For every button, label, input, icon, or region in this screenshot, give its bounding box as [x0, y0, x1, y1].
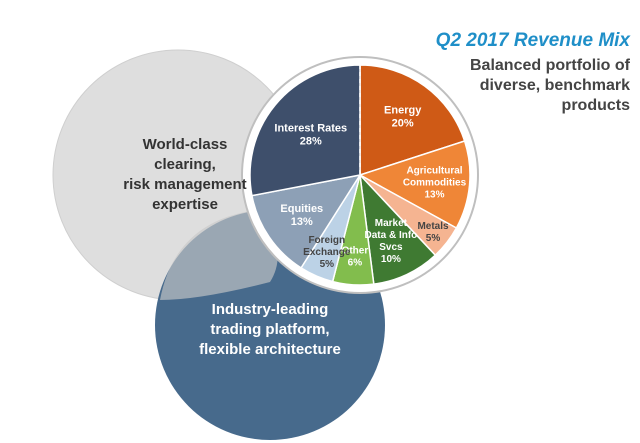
trading-label-line: Industry-leading	[211, 301, 329, 318]
subtitle-line: Balanced portfolio of	[470, 57, 630, 74]
pie-slice-value: 13%	[424, 190, 444, 201]
pie-slice-label: Other 6%	[342, 246, 369, 269]
pie-slice-label: Interest Rates 28%	[274, 123, 347, 148]
pie-slice-value: 5%	[426, 233, 441, 244]
clearing-label-line: expertise	[152, 196, 218, 213]
pie-slice-name: Interest Rates	[274, 123, 347, 135]
chart-title: Q2 2017 Revenue Mix	[435, 30, 630, 51]
pie-slice-name: Market	[375, 218, 408, 229]
trading-label: Industry-leading trading platform, flexi…	[170, 300, 370, 360]
subtitle-line: diverse, benchmark	[479, 77, 630, 94]
pie-slice-label: Energy 20%	[384, 105, 422, 130]
pie-slice-name: Other	[342, 246, 369, 257]
pie-slice-value: 20%	[392, 118, 414, 130]
clearing-label-line: World-class	[142, 136, 228, 153]
pie-slice	[249, 64, 361, 197]
pie-slice-name: Equities	[280, 203, 323, 215]
pie-slice-name: Agricultural	[406, 166, 462, 177]
chart-subtitle: Balanced portfolio of diverse, benchmark…	[370, 56, 630, 116]
pie-slice-value: 10%	[381, 254, 401, 265]
pie-slice-name: Svcs	[379, 242, 403, 253]
pie-slice	[251, 173, 362, 269]
pie-slices	[249, 64, 471, 286]
pie-slice-value: 5%	[320, 259, 335, 270]
pie-slice-name: Exchange	[303, 247, 351, 258]
pie-slice-name: Metals	[417, 221, 449, 232]
pie-slice-label: Agricultural Commodities 13%	[403, 166, 467, 201]
pie-slice-name: Data & Info	[365, 230, 418, 241]
clearing-label-line: clearing,	[154, 156, 216, 173]
pie-slice-value: 13%	[291, 216, 313, 228]
pie-slice	[358, 140, 471, 230]
trading-label-line: trading platform,	[210, 321, 330, 338]
clearing-label: World-class clearing, risk management ex…	[95, 135, 275, 215]
pie-slice-label: Equities 13%	[280, 203, 323, 228]
venn-overlap	[160, 210, 278, 300]
pie-slice-label: Metals 5%	[417, 221, 449, 244]
pie-slice-value: 6%	[348, 258, 363, 269]
pie-slice	[359, 64, 466, 177]
pie-slice-name: Commodities	[403, 178, 467, 189]
pie-slice-label: Market Data & Info Svcs 10%	[365, 218, 418, 265]
pie-slice-name: Energy	[384, 105, 422, 117]
pie-slice-name: Foreign	[308, 235, 345, 246]
trading-label-line: flexible architecture	[199, 341, 341, 358]
clearing-label-line: risk management	[123, 176, 247, 193]
pie-labels: Energy 20%Agricultural Commodities 13%Metal…	[274, 105, 466, 271]
subtitle-line: products	[561, 97, 630, 114]
pie-slice-label: Foreign Exchange 5%	[303, 235, 351, 270]
pie-slice-value: 28%	[300, 136, 322, 148]
